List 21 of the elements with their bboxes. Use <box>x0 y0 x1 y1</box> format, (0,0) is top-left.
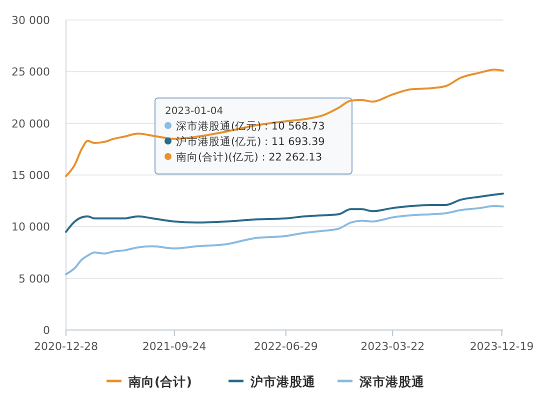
x-tick-label: 2022-06-29 <box>254 340 318 353</box>
y-tick-label: 30 000 <box>12 14 50 27</box>
y-tick-label: 15 000 <box>12 169 50 182</box>
x-tick-label: 2020-12-28 <box>34 340 98 353</box>
line-series <box>65 68 504 178</box>
y-tick-label: 0 <box>43 324 50 337</box>
line-series <box>65 192 504 233</box>
y-tick-label: 10 000 <box>12 220 50 234</box>
line-series <box>65 205 504 276</box>
x-tick-label: 2023-03-22 <box>360 340 425 353</box>
legend-label: 深市港股通 <box>358 374 424 389</box>
annotation: 2023-01-04 <box>165 106 224 117</box>
annotation: 沪市港股通(亿元) : 11 693.39 <box>176 135 325 148</box>
legend-label: 南向(合计) <box>128 374 192 389</box>
legend-label: 沪市港股通 <box>250 374 316 389</box>
x-tick-label: 2021-09-24 <box>142 340 206 353</box>
y-tick-label: 20 000 <box>12 117 50 130</box>
x-tick-label: 2023-12-19 <box>470 340 533 353</box>
y-tick-label: 5 000 <box>18 272 50 286</box>
y-tick-label: 25 000 <box>12 66 50 79</box>
annotation: 南向(合计)(亿元) : 22 262.13 <box>176 150 322 164</box>
